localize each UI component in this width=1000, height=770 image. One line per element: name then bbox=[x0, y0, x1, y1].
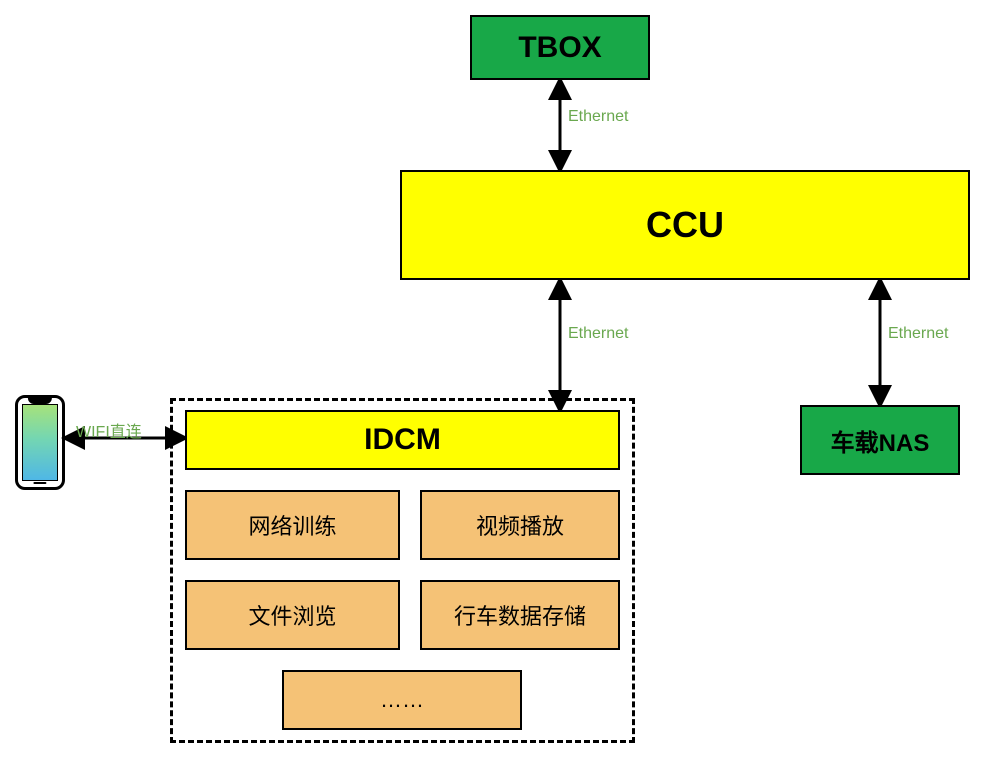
node-idcm: IDCM bbox=[185, 410, 620, 470]
edge-label-ccu-idcm: Ethernet bbox=[568, 325, 628, 343]
node-ccu-label: CCU bbox=[646, 204, 724, 246]
phone-icon bbox=[15, 395, 65, 490]
node-module-1: 网络训练 bbox=[185, 490, 400, 560]
node-tbox-label: TBOX bbox=[518, 31, 601, 65]
node-module-4: 行车数据存储 bbox=[420, 580, 620, 650]
node-nas-label: 车载NAS bbox=[831, 423, 930, 458]
node-module-2: 视频播放 bbox=[420, 490, 620, 560]
node-module-3-label: 文件浏览 bbox=[248, 599, 336, 631]
node-module-more: …… bbox=[282, 670, 522, 730]
node-nas: 车载NAS bbox=[800, 405, 960, 475]
node-module-more-label: …… bbox=[380, 687, 424, 713]
edge-label-ccu-nas: Ethernet bbox=[888, 325, 948, 343]
node-tbox: TBOX bbox=[470, 15, 650, 80]
edge-label-tbox-ccu: Ethernet bbox=[568, 108, 628, 126]
node-idcm-label: IDCM bbox=[364, 423, 441, 457]
diagram-stage: TBOX CCU 车载NAS IDCM 网络训练 视频播放 文件浏览 行车数据存… bbox=[0, 0, 1000, 770]
node-ccu: CCU bbox=[400, 170, 970, 280]
node-module-4-label: 行车数据存储 bbox=[454, 599, 586, 631]
node-module-1-label: 网络训练 bbox=[248, 509, 336, 541]
edge-label-phone-idcm: WIFI直连 bbox=[76, 418, 142, 442]
node-module-2-label: 视频播放 bbox=[476, 509, 564, 541]
node-module-3: 文件浏览 bbox=[185, 580, 400, 650]
